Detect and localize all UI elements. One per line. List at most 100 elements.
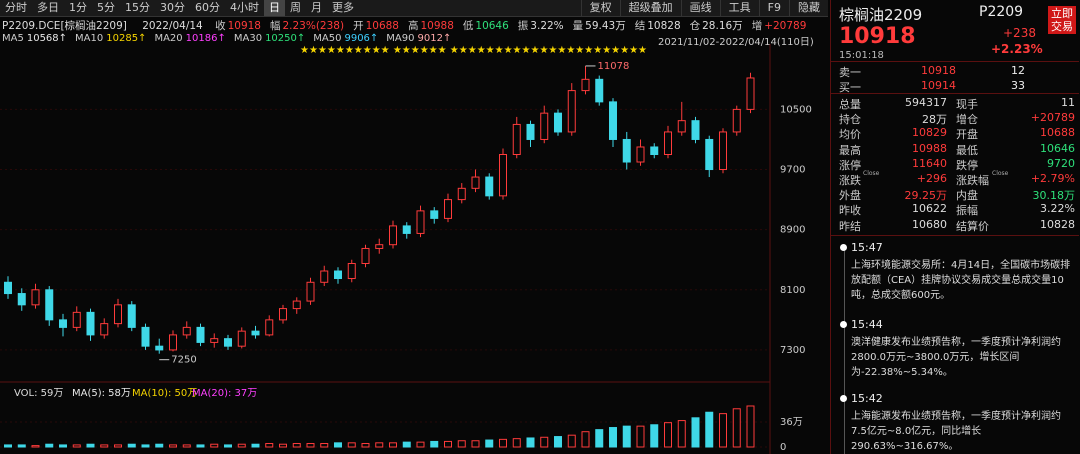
period-tab[interactable]: 30分	[160, 1, 185, 14]
ma-row: MA5 10568↑ MA10 10285↑ MA20 10186↑ MA30 10250↑ M…	[2, 33, 451, 44]
quote-label: 持仓	[839, 113, 861, 127]
period-tab[interactable]: 4小时	[230, 1, 259, 14]
quote-value: 28万	[922, 113, 947, 127]
tool-button[interactable]: 隐藏	[789, 0, 828, 16]
volume-bar	[169, 444, 177, 448]
volume-bar	[292, 443, 301, 448]
quote-label: 昨收	[839, 204, 861, 218]
period-tab[interactable]: 多日	[37, 1, 59, 14]
y-tick-label: 8900	[780, 225, 805, 236]
news-text[interactable]: 澳洋健康发布业绩预告称，一季度预计净利润约2800.0万元~3800.0万元，增…	[851, 337, 1061, 378]
candle-body	[691, 120, 700, 140]
candle-body	[320, 270, 329, 283]
volume-tick-label: 36万	[780, 417, 803, 428]
candle-body	[59, 319, 67, 328]
quote-value: +2.79%	[1030, 172, 1075, 185]
quote-value: 11640	[912, 156, 947, 170]
quote-value: 3.22%	[1040, 202, 1075, 216]
quote-value: +296	[916, 172, 947, 185]
quote-label: 结算价	[956, 219, 989, 233]
volume-bar	[746, 405, 755, 448]
quote-value: 30.18万	[1032, 189, 1076, 203]
book-label: 买一	[839, 81, 861, 94]
info-label: 开	[353, 20, 364, 32]
candle-body	[471, 176, 480, 189]
volume-bar	[86, 443, 95, 448]
volume-bar	[4, 444, 12, 448]
price-change: +238	[1003, 26, 1036, 40]
period-tab[interactable]: 1分	[69, 1, 87, 14]
period-toolbar: 分时 多日 1分 5分 15分 30分 60分 4小时日周月更多	[0, 0, 828, 17]
volume-bar	[279, 443, 287, 448]
quote-value: 10829	[912, 126, 947, 140]
news-text[interactable]: 上海环境能源交易所：4月14日，全国碳市场碳排放配额（CEA）挂牌协议交易成交量…	[851, 260, 1071, 301]
tool-button[interactable]: 超级叠加	[619, 0, 681, 16]
period-tab[interactable]: 日	[264, 0, 285, 16]
volume-ma-label: MA(10): 50万	[132, 388, 197, 399]
candle-body	[224, 338, 232, 347]
tool-button[interactable]: 工具	[719, 0, 759, 16]
date-range: 2021/11/02-2022/04/14(110日)	[658, 37, 814, 48]
volume-bar	[595, 429, 604, 448]
volume-bar	[251, 443, 260, 448]
period-tab[interactable]: 60分	[195, 1, 220, 14]
candle-body	[526, 123, 535, 140]
candle-body	[746, 77, 755, 110]
info-value: 28.16万	[702, 20, 743, 32]
info-value: 2.23%(238)	[282, 20, 345, 32]
volume-bar	[155, 443, 164, 448]
volume-bar	[664, 422, 672, 448]
candle-body	[499, 153, 507, 197]
y-tick-label: 10500	[780, 104, 812, 115]
candle-body	[361, 247, 370, 264]
tool-button[interactable]: 画线	[680, 0, 720, 16]
period-tab[interactable]: 15分	[125, 1, 150, 14]
quote-label-sup: Close	[863, 170, 880, 177]
tool-button[interactable]: 复权	[580, 0, 620, 16]
period-tab[interactable]: 月	[311, 1, 322, 14]
quote-panel: 棕榈油2209 P2209 10918 +238 +2.23% 立即交易 15:01:18 卖…	[830, 0, 1080, 454]
quote-time: 15:01:18	[839, 50, 884, 61]
period-tab[interactable]: 周	[290, 1, 301, 14]
divider	[831, 61, 1079, 62]
volume-bar	[72, 444, 81, 448]
info-label: 低	[462, 20, 474, 32]
volume-bar	[609, 427, 617, 448]
candle-body	[210, 338, 219, 343]
date: 2022/04/14	[142, 20, 203, 32]
candle-body	[416, 210, 425, 234]
quote-label: 最高	[839, 143, 861, 157]
info-value: 10918	[227, 20, 261, 32]
candle-body	[86, 311, 95, 336]
candle-body	[389, 225, 397, 246]
volume-bar	[347, 442, 356, 448]
candle-body	[141, 326, 150, 347]
quote-label-sup: Close	[992, 170, 1009, 177]
candle-body	[127, 304, 136, 328]
volume-bar	[45, 443, 54, 448]
period-tab[interactable]: 5分	[97, 1, 115, 14]
candle-body	[237, 330, 246, 347]
volume-ma-label: MA(20): 37万	[192, 388, 257, 399]
ma-name: MA10	[75, 33, 104, 44]
tool-button[interactable]: F9	[758, 0, 789, 16]
quote-value: 10688	[1040, 126, 1075, 140]
candle-body	[622, 138, 631, 163]
volume-bar	[567, 434, 576, 448]
ma-value: 10186↑	[185, 33, 226, 44]
period-tab[interactable]: 分时	[5, 1, 27, 14]
trade-button[interactable]: 立即交易	[1048, 6, 1076, 34]
candle-body	[196, 326, 205, 343]
news-text[interactable]: 上海能源发布业绩预告称，一季度预计净利润约7.5亿元~8.0亿元，同比增长290…	[851, 411, 1061, 452]
candle-body	[4, 281, 12, 295]
info-value: 10828	[647, 20, 681, 32]
info-label: 高	[407, 20, 419, 32]
candle-body	[664, 131, 672, 155]
period-tab[interactable]: 更多	[332, 1, 354, 14]
low-label: 7250	[171, 355, 196, 366]
info-value: 10646	[475, 20, 509, 32]
volume-bar	[526, 437, 535, 448]
candle-body	[719, 131, 727, 171]
info-value: 10988	[420, 20, 454, 32]
